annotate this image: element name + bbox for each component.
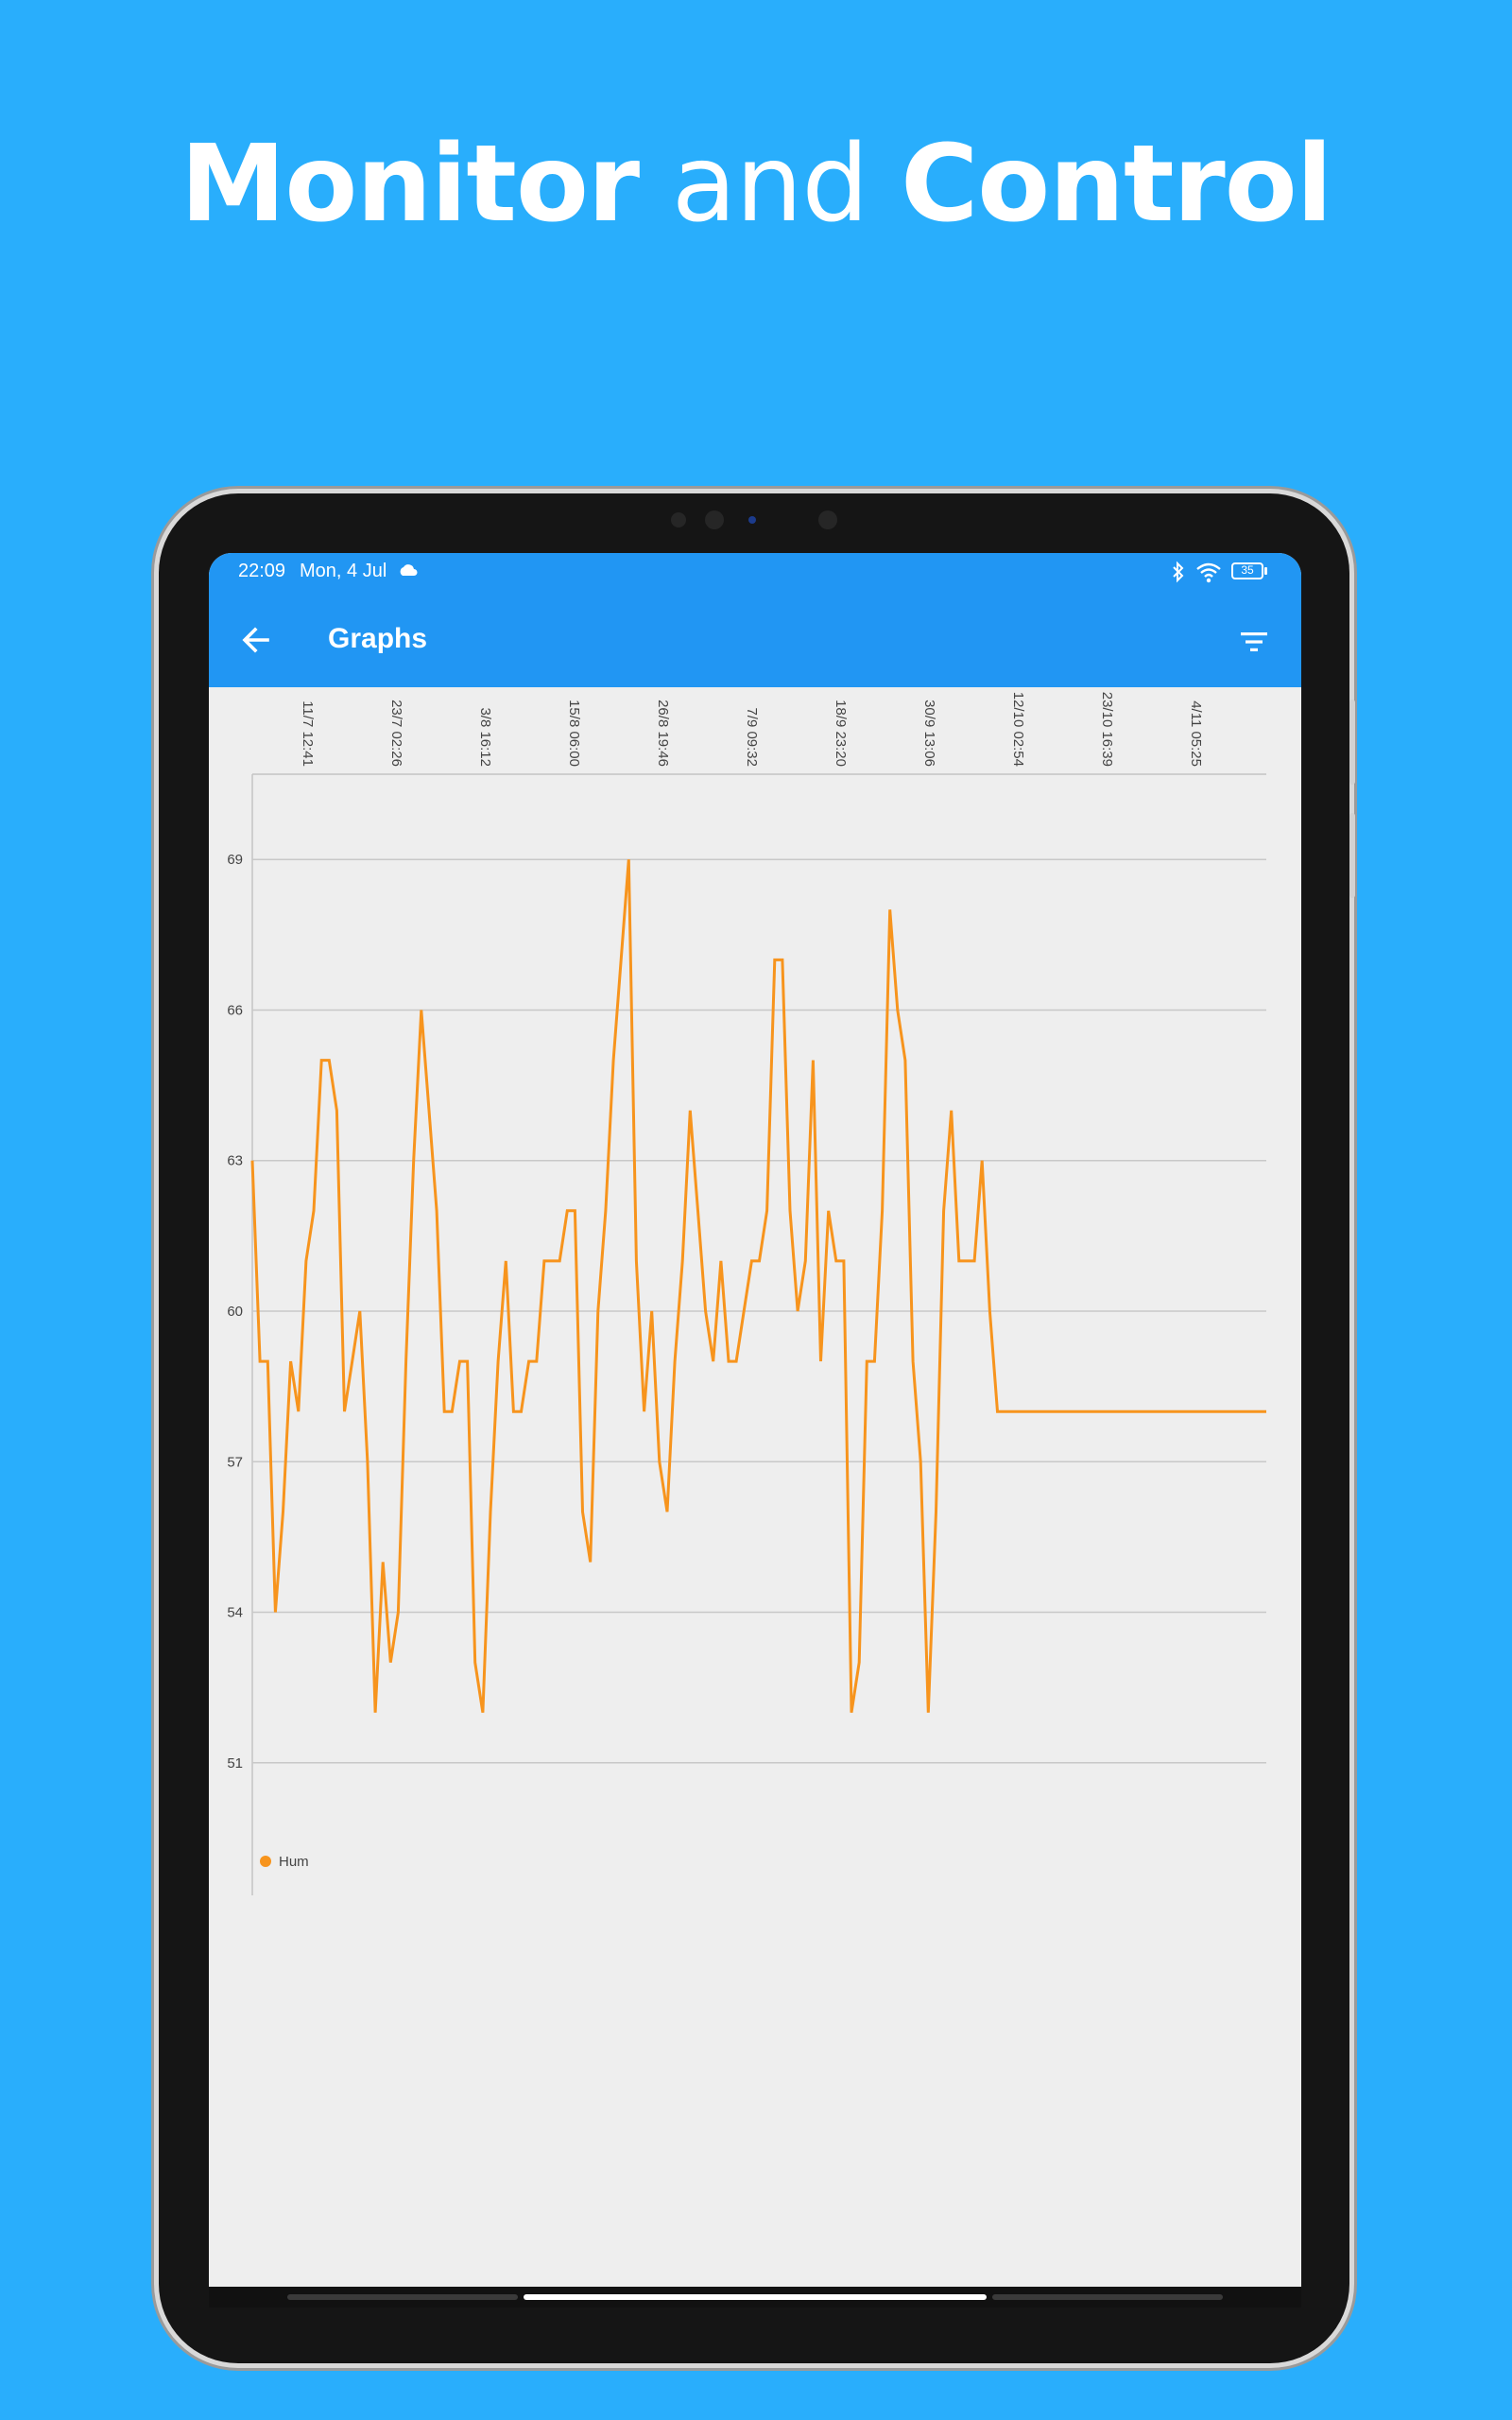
promo-headline: Monitor and Control [0,123,1512,246]
x-tick-label: 26/8 19:46 [655,700,671,767]
y-tick-label: 60 [227,1304,243,1320]
headline-word-control: Control [901,123,1332,246]
x-tick-label: 3/8 16:12 [477,707,493,767]
nav-pill-left [287,2294,518,2300]
y-tick-label: 51 [227,1755,243,1772]
y-tick-label: 66 [227,1002,243,1018]
arrow-left-icon[interactable] [237,621,275,659]
y-tick-label: 54 [227,1605,243,1621]
nav-pill-right [992,2294,1223,2300]
y-tick-label: 69 [227,852,243,868]
bluetooth-icon [1173,561,1184,583]
y-tick-label: 57 [227,1454,243,1470]
camera-lens-icon [748,516,756,524]
app-screen: 22:09 Mon, 4 Jul 35 Graphs 51 54 57 60 63 6 [209,553,1301,2287]
front-sensor-dot [671,512,686,527]
battery-level: 35 [1241,563,1254,577]
power-button [1349,813,1355,898]
page-title: Graphs [328,623,428,654]
wifi-icon [1196,562,1221,583]
x-tick-label: 11/7 12:41 [300,700,316,767]
status-date: Mon, 4 Jul [300,561,387,581]
x-tick-label: 23/10 16:39 [1099,692,1115,767]
headline-word-monitor: Monitor [180,123,640,246]
y-tick-label: 63 [227,1153,243,1169]
battery-icon: 35 [1231,562,1263,579]
legend-marker [260,1856,271,1867]
front-camera-dot [705,510,724,529]
cloud-icon [400,564,418,576]
x-tick-label: 30/9 13:06 [921,700,937,767]
filter-icon[interactable] [1237,625,1271,659]
x-tick-label: 12/10 02:54 [1010,692,1026,767]
battery-cap [1264,567,1267,575]
headline-word-and: and [671,123,869,246]
status-bar: 22:09 Mon, 4 Jul 35 [209,553,1301,593]
x-tick-label: 23/7 02:26 [388,700,404,767]
status-time: 22:09 [238,561,286,581]
x-tick-label: 7/9 09:32 [744,707,760,767]
x-tick-label: 18/9 23:20 [833,700,849,767]
app-bar: Graphs [209,593,1301,687]
volume-button [1349,700,1355,785]
x-tick-label: 15/8 06:00 [566,700,582,767]
legend-label: Hum [279,1854,309,1870]
humidity-line-chart: 51 54 57 60 63 66 69 11/7 12:41 23/7 02:26 3/8 16… [227,692,1266,1895]
x-tick-label: 4/11 05:25 [1188,700,1204,767]
front-sensor-dot-2 [818,510,837,529]
series-line-0 [250,859,1266,1713]
home-indicator[interactable] [524,2294,987,2300]
